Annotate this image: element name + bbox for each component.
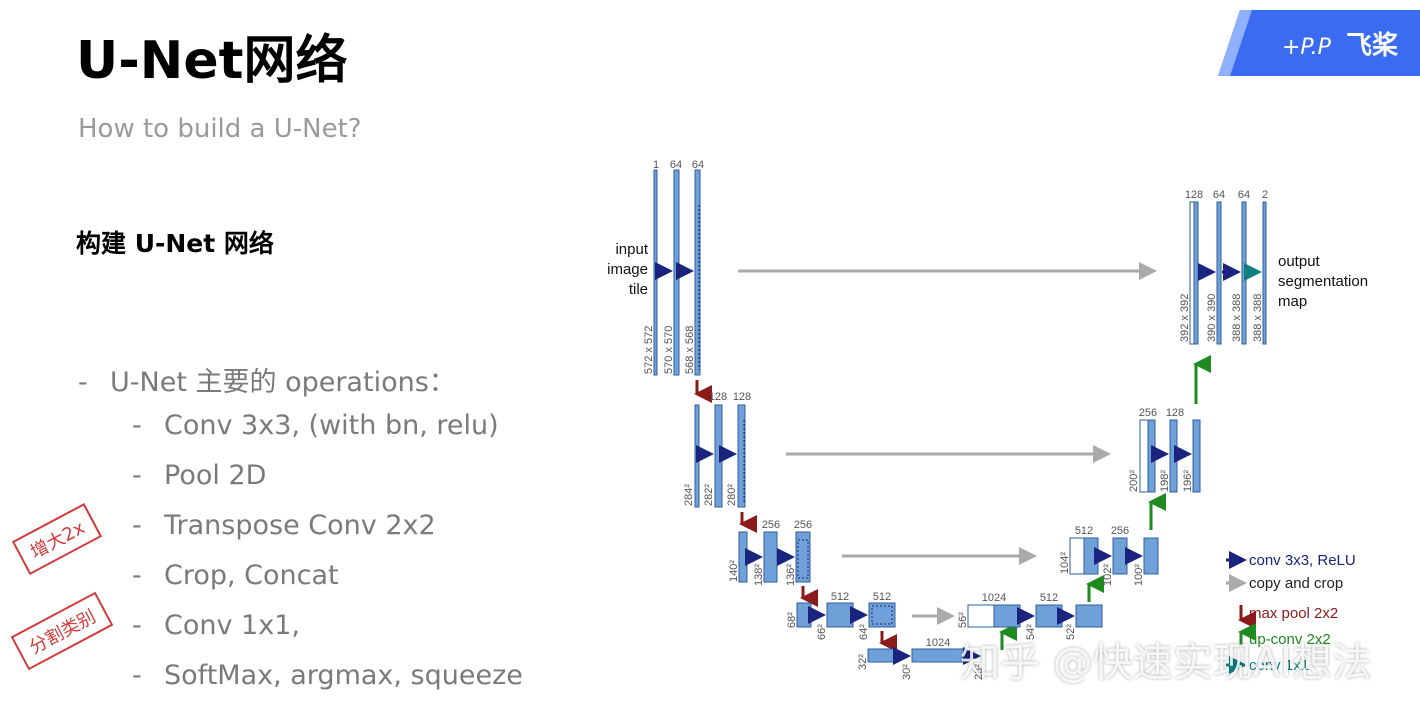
stamp-upscale: 增大2x	[11, 502, 103, 576]
channel-label: 128	[733, 391, 751, 403]
size-label: 52²	[1065, 624, 1077, 640]
input-label: image	[607, 261, 648, 278]
input-label: tile	[629, 281, 648, 298]
legend-label: copy and crop	[1249, 575, 1343, 592]
channel-label: 256	[1139, 407, 1157, 419]
size-label: 570 x 570	[663, 326, 675, 374]
channel-label: 256	[1111, 525, 1129, 537]
unet-svg: 1 64 64 572 x 572 570 x 570 568 x 568 in…	[607, 159, 1368, 680]
legend-label: up-conv 2x2	[1249, 631, 1331, 648]
size-label: 196²	[1182, 470, 1194, 492]
bullet-item: - U-Net 主要的 operations：	[78, 367, 456, 398]
size-label: 388 x 388	[1252, 294, 1264, 342]
logo-text: 飞桨	[1346, 30, 1399, 61]
channel-label: 256	[794, 519, 812, 531]
paddle-logo: +P.P 飞桨	[1218, 10, 1420, 76]
size-label: 56²	[957, 612, 969, 628]
channel-label: 256	[762, 519, 780, 531]
unet-diagram: 1 64 64 572 x 572 570 x 570 568 x 568 in…	[590, 150, 1410, 699]
channel-label: 1024	[926, 637, 950, 649]
bullet-item: - Crop, Concat	[132, 560, 339, 591]
size-label: 568 x 568	[684, 326, 696, 374]
svg-text:+P.P: +P.P	[1282, 35, 1332, 60]
size-label: 140²	[728, 560, 740, 582]
channel-label: 512	[1040, 592, 1058, 604]
stamp-seg-classes: 分割类别	[10, 591, 114, 671]
channel-label: 512	[873, 591, 891, 603]
diagram-legend: conv 3x3, ReLU copy and crop max pool 2x…	[1226, 551, 1356, 674]
size-label: 390 x 390	[1206, 294, 1218, 342]
bullet-item: - Pool 2D	[132, 460, 267, 491]
legend-label: conv 1x1	[1249, 657, 1309, 674]
size-label: 102²	[1102, 564, 1114, 586]
channel-label: 512	[831, 591, 849, 603]
slide-subtitle: How to build a U-Net?	[78, 114, 362, 144]
channel-label: 64	[1238, 189, 1250, 201]
size-label: 138²	[753, 564, 765, 586]
channel-label: 64	[1213, 189, 1225, 201]
size-label: 30²	[901, 664, 913, 680]
channel-label: 128	[1185, 189, 1203, 201]
input-label: input	[615, 241, 648, 258]
channel-label: 1	[653, 159, 659, 171]
bullet-item: - Conv 3x3, (with bn, relu)	[132, 410, 499, 441]
channel-label: 64	[670, 159, 682, 171]
size-label: 66²	[816, 624, 828, 640]
channel-label: 1024	[982, 592, 1006, 604]
legend-label: conv 3x3, ReLU	[1249, 552, 1356, 569]
feature-map	[694, 169, 701, 376]
channel-label: 512	[1075, 525, 1093, 537]
bullet-item: - SoftMax, argmax, squeeze	[132, 660, 523, 691]
watermark: 知乎 @快速实现AI想法	[960, 640, 1372, 686]
size-label: 136²	[785, 564, 797, 586]
size-label: 68²	[786, 612, 798, 628]
output-label: map	[1278, 293, 1307, 310]
size-label: 284²	[683, 484, 695, 506]
channel-label: 128	[1166, 407, 1184, 419]
size-label: 282²	[703, 484, 715, 506]
output-label: segmentation	[1278, 273, 1368, 290]
size-label: 392 x 392	[1179, 294, 1191, 342]
output-label: output	[1278, 253, 1321, 270]
size-label: 28²	[973, 664, 985, 680]
channel-label: 128	[709, 391, 727, 403]
section-heading: 构建 U-Net 网络	[76, 229, 274, 258]
size-label: 280²	[726, 484, 738, 506]
channel-label: 64	[692, 159, 704, 171]
size-label: 572 x 572	[643, 326, 655, 374]
bullet-item: - Transpose Conv 2x2	[132, 510, 436, 541]
size-label: 198²	[1159, 470, 1171, 492]
legend-label: max pool 2x2	[1249, 605, 1338, 622]
channel-label: 2	[1262, 189, 1268, 201]
size-label: 54²	[1025, 624, 1037, 640]
size-label: 200²	[1128, 470, 1140, 492]
size-label: 388 x 388	[1231, 294, 1243, 342]
size-label: 100²	[1133, 564, 1145, 586]
bullet-item: - Conv 1x1,	[132, 610, 300, 641]
size-label: 104²	[1059, 552, 1071, 574]
slide-title: U-Net网络	[76, 31, 348, 91]
size-label: 32²	[857, 654, 869, 670]
size-label: 64²	[858, 624, 870, 640]
logo-background-icon: +P.P 飞桨	[1218, 10, 1420, 76]
